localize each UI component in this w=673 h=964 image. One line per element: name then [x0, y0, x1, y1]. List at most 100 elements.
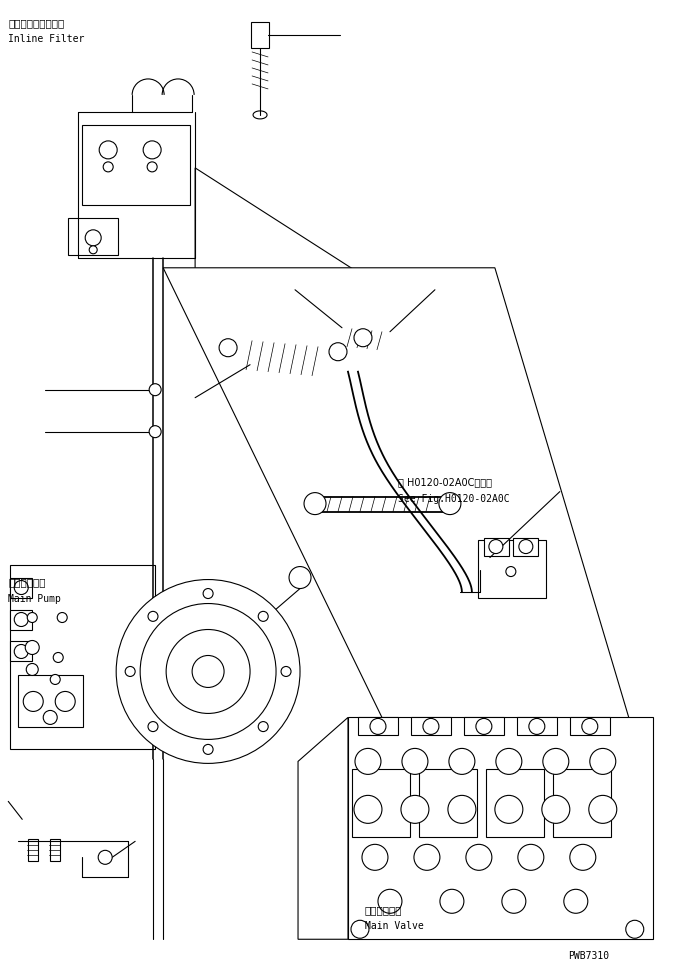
Circle shape — [140, 603, 276, 739]
Text: インラインフィルタ: インラインフィルタ — [8, 18, 65, 28]
Bar — [570, 717, 610, 736]
Polygon shape — [195, 168, 390, 293]
Bar — [10, 565, 155, 749]
Circle shape — [304, 493, 326, 515]
Circle shape — [43, 710, 57, 724]
Circle shape — [518, 844, 544, 870]
Circle shape — [148, 722, 158, 732]
Bar — [251, 22, 269, 48]
Bar — [18, 676, 83, 728]
Circle shape — [423, 718, 439, 735]
Circle shape — [626, 921, 644, 938]
Polygon shape — [338, 325, 392, 353]
Circle shape — [355, 748, 381, 774]
Bar — [486, 769, 544, 838]
Polygon shape — [240, 335, 338, 378]
Bar — [553, 769, 611, 838]
Bar — [447, 496, 469, 512]
Circle shape — [103, 162, 113, 172]
Bar — [10, 609, 32, 629]
Circle shape — [24, 691, 43, 711]
Text: Main Pump: Main Pump — [8, 594, 61, 603]
Circle shape — [99, 141, 117, 159]
Circle shape — [506, 567, 516, 576]
Circle shape — [590, 748, 616, 774]
Circle shape — [542, 795, 570, 823]
Circle shape — [289, 567, 311, 589]
Polygon shape — [298, 717, 348, 939]
Circle shape — [448, 795, 476, 823]
Circle shape — [53, 653, 63, 662]
Bar — [484, 538, 509, 555]
Circle shape — [203, 589, 213, 599]
Bar — [411, 717, 451, 736]
Circle shape — [354, 795, 382, 823]
Bar — [28, 840, 38, 861]
Bar — [348, 717, 653, 939]
Circle shape — [27, 612, 37, 623]
Circle shape — [440, 890, 464, 913]
Circle shape — [466, 844, 492, 870]
Circle shape — [98, 850, 112, 865]
Circle shape — [26, 663, 38, 676]
Circle shape — [570, 844, 596, 870]
Circle shape — [14, 645, 28, 658]
Circle shape — [50, 675, 60, 684]
Circle shape — [55, 691, 75, 711]
Circle shape — [85, 229, 101, 246]
Circle shape — [116, 579, 300, 763]
Polygon shape — [163, 268, 640, 755]
Circle shape — [219, 338, 237, 357]
Circle shape — [489, 540, 503, 553]
Circle shape — [14, 612, 28, 627]
Bar — [478, 540, 546, 598]
Circle shape — [589, 795, 616, 823]
Circle shape — [147, 162, 157, 172]
Circle shape — [496, 748, 522, 774]
Circle shape — [143, 141, 161, 159]
Text: メインポンプ: メインポンプ — [8, 577, 46, 587]
Circle shape — [502, 890, 526, 913]
Circle shape — [192, 656, 224, 687]
Bar — [517, 717, 557, 736]
Circle shape — [439, 493, 461, 515]
Circle shape — [362, 844, 388, 870]
Circle shape — [90, 246, 97, 254]
Circle shape — [529, 718, 545, 735]
Circle shape — [581, 718, 598, 735]
Text: Inline Filter: Inline Filter — [8, 34, 85, 44]
Circle shape — [26, 640, 39, 655]
Bar — [148, 611, 176, 672]
Bar — [352, 769, 410, 838]
Text: See Fig.H0120-02A0C: See Fig.H0120-02A0C — [398, 494, 509, 503]
Circle shape — [258, 611, 269, 622]
Text: Main Valve: Main Valve — [365, 922, 424, 931]
Text: 第 H0120-02A0C図参照: 第 H0120-02A0C図参照 — [398, 477, 492, 488]
Text: メインバルブ: メインバルブ — [365, 905, 402, 915]
Bar — [464, 717, 504, 736]
Circle shape — [378, 890, 402, 913]
Text: PWB7310: PWB7310 — [568, 951, 609, 961]
Circle shape — [166, 629, 250, 713]
Bar — [513, 538, 538, 555]
Circle shape — [57, 612, 67, 623]
Bar — [419, 769, 477, 838]
Bar — [68, 218, 118, 254]
Circle shape — [414, 844, 440, 870]
Bar — [50, 840, 60, 861]
Circle shape — [148, 611, 158, 622]
Circle shape — [14, 580, 28, 595]
Bar — [10, 641, 32, 661]
Bar — [82, 125, 190, 204]
Circle shape — [495, 795, 523, 823]
Circle shape — [564, 890, 588, 913]
Circle shape — [281, 666, 291, 677]
Circle shape — [354, 329, 372, 347]
Circle shape — [401, 795, 429, 823]
Circle shape — [329, 343, 347, 361]
Circle shape — [149, 384, 161, 395]
Bar — [358, 717, 398, 736]
Circle shape — [543, 748, 569, 774]
Circle shape — [476, 718, 492, 735]
Circle shape — [125, 666, 135, 677]
